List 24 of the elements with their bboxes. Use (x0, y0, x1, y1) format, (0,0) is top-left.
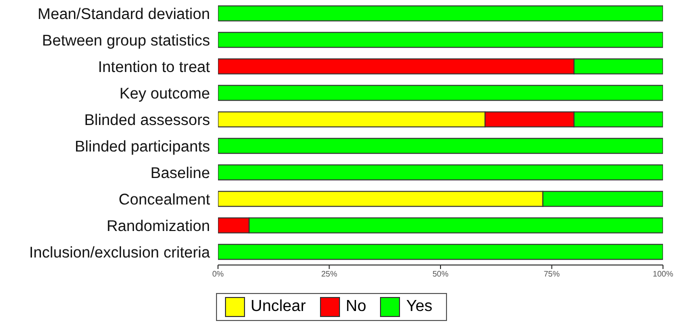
bar (218, 84, 663, 101)
x-tick-label: 25% (321, 270, 338, 279)
y-tick-label: Blinded participants (74, 138, 210, 156)
y-tick-label: Randomization (106, 218, 210, 235)
bar (218, 5, 663, 22)
y-tick-label: Blinded assessors (84, 112, 210, 129)
x-tick-label: 50% (432, 270, 449, 279)
bar (218, 32, 663, 48)
legend-label: Yes (406, 298, 432, 316)
y-tick-label: Inclusion/exclusion criteria (29, 244, 210, 262)
bar (218, 244, 663, 260)
y-tick-label: Between group statistics (42, 32, 210, 50)
bar (218, 138, 663, 154)
legend-label: No (346, 298, 366, 316)
x-tick-label: 0% (212, 270, 224, 279)
x-tick-label: 75% (544, 270, 560, 279)
y-tick-label: Concealment (118, 191, 211, 208)
y-tick-label: Key outcome (120, 85, 210, 102)
legend-label: Unclear (250, 298, 306, 316)
x-tick-label: 100% (652, 270, 674, 279)
y-tick-label: Mean/Standard deviation (38, 6, 210, 23)
bar (218, 164, 663, 180)
y-tick-label: Intention to treat (98, 58, 211, 76)
y-tick-label: Baseline (150, 164, 210, 182)
